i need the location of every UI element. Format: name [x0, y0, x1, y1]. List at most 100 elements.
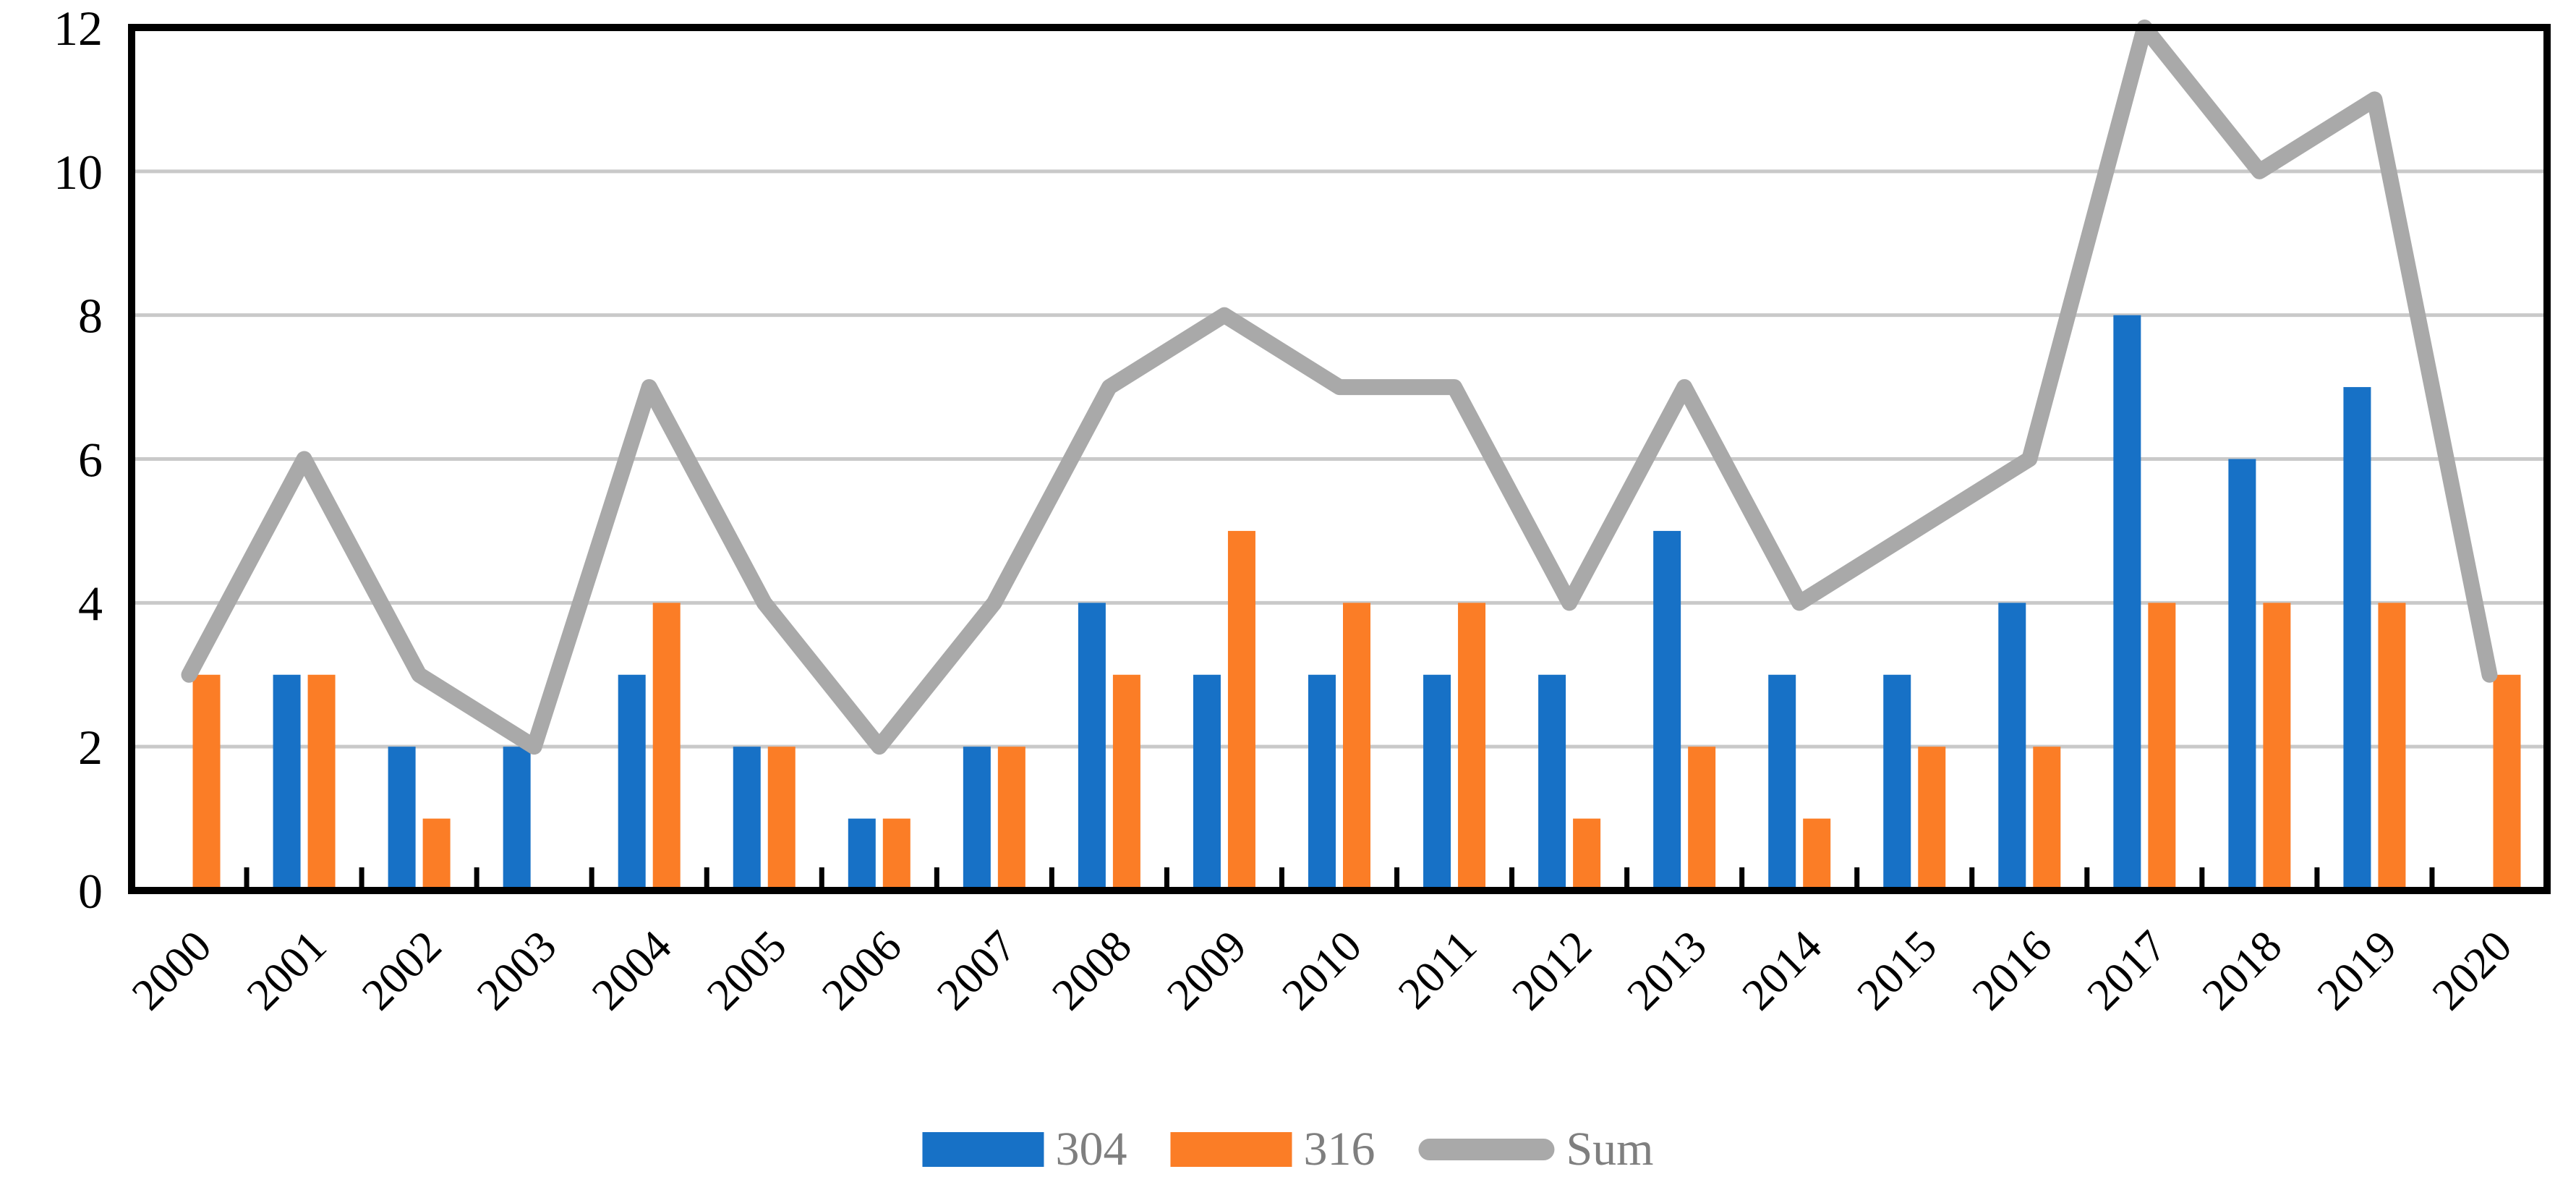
x-axis-tick-label-2010: 2010 [1273, 922, 1371, 1020]
category-tick-2007-2008 [1049, 867, 1054, 888]
category-tick-2004-2005 [704, 867, 709, 888]
bar-304-2018 [2228, 459, 2256, 891]
x-axis-tick-label-2013: 2013 [1618, 922, 1716, 1020]
bar-316-2016 [2033, 747, 2061, 891]
bar-304-2017 [2113, 315, 2141, 891]
bar-316-2010 [1343, 603, 1370, 891]
category-tick-2017-2018 [2199, 867, 2205, 888]
bar-304-2004 [618, 674, 646, 891]
bar-316-2013 [1688, 747, 1716, 891]
bar-316-2011 [1458, 603, 1486, 891]
category-tick-2006-2007 [934, 867, 939, 888]
bar-304-2010 [1308, 674, 1336, 891]
x-axis-tick-label-2020: 2020 [2423, 922, 2522, 1020]
bar-316-2020 [2493, 674, 2521, 891]
bar-304-2013 [1653, 530, 1681, 891]
bar-304-2003 [503, 747, 531, 891]
x-axis-tick-label-2014: 2014 [1733, 922, 1831, 1020]
legend-item-304: 304 [922, 1126, 1127, 1173]
y-axis-tick-label-12: 12 [54, 1, 103, 56]
y-axis-tick-label-8: 8 [78, 289, 103, 344]
bar-304-2015 [1883, 674, 1911, 891]
legend-item-sum: Sum [1418, 1123, 1654, 1176]
category-tick-2001-2002 [359, 867, 364, 888]
category-tick-2012-2013 [1624, 867, 1630, 888]
bar-316-2015 [1918, 747, 1946, 891]
x-axis-tick-label-2017: 2017 [2078, 922, 2176, 1020]
bar-316-2005 [767, 747, 796, 891]
category-tick-2015-2016 [1969, 867, 1975, 888]
plot-border [128, 24, 2551, 894]
bar-316-2012 [1573, 818, 1601, 891]
bar-316-2001 [307, 674, 336, 891]
y-axis-tick-label-0: 0 [78, 864, 103, 919]
x-axis-tick-label-2009: 2009 [1158, 922, 1256, 1020]
category-tick-2002-2003 [474, 867, 479, 888]
legend-label-304: 304 [1055, 1123, 1127, 1176]
bar-316-2004 [652, 603, 681, 891]
x-axis-tick-label-2005: 2005 [698, 922, 796, 1020]
category-tick-2010-2011 [1394, 867, 1400, 888]
bar-316-2019 [2378, 603, 2406, 891]
category-tick-2018-2019 [2314, 867, 2320, 888]
category-tick-2009-2010 [1279, 867, 1284, 888]
bar-304-2005 [733, 747, 761, 891]
bar-316-2018 [2263, 603, 2291, 891]
sum-line [181, 20, 2498, 755]
bar-316-2017 [2148, 603, 2176, 891]
bar-304-2008 [1078, 603, 1106, 891]
x-axis-tick-label-2011: 2011 [1389, 922, 1486, 1019]
category-tick-2005-2006 [819, 867, 824, 888]
category-tick-2019-2020 [2429, 867, 2435, 888]
category-tick-2003-2004 [589, 867, 594, 888]
bar-304-2006 [848, 818, 876, 891]
bar-316-2007 [997, 747, 1025, 891]
x-axis-tick-label-2003: 2003 [468, 922, 566, 1020]
bar-304-2014 [1768, 674, 1796, 891]
bar-316-2008 [1112, 674, 1140, 891]
bar-316-2009 [1227, 530, 1255, 891]
chart-legend: 304 316 Sum [922, 1123, 1654, 1176]
x-axis-tick-label-2019: 2019 [2308, 922, 2407, 1020]
legend-label-316: 316 [1303, 1123, 1376, 1176]
bar-316-2014 [1803, 818, 1831, 891]
category-tick-2013-2014 [1739, 867, 1745, 888]
legend-swatch-sum-line [1418, 1139, 1555, 1160]
x-axis-tick-label-2006: 2006 [813, 922, 911, 1020]
bar-316-2002 [422, 818, 451, 891]
x-axis-tick-label-2000: 2000 [123, 922, 221, 1020]
bar-316-2000 [192, 674, 221, 891]
x-axis-tick-label-2018: 2018 [2193, 922, 2292, 1020]
bar-304-2009 [1193, 674, 1221, 891]
bar-304-2016 [1998, 603, 2026, 891]
category-tick-2008-2009 [1164, 867, 1169, 888]
bar-304-2007 [963, 747, 991, 891]
bar-316-2006 [882, 818, 910, 891]
x-axis-tick-label-2008: 2008 [1043, 922, 1141, 1020]
x-axis-tick-label-2001: 2001 [238, 922, 336, 1020]
x-axis-tick-label-2016: 2016 [1963, 922, 2061, 1020]
legend-item-316: 316 [1170, 1126, 1375, 1173]
category-tick-2016-2017 [2084, 867, 2090, 888]
category-tick-2011-2012 [1509, 867, 1515, 888]
bar-304-2011 [1423, 674, 1451, 891]
bar-304-2002 [388, 747, 416, 891]
bar-304-2019 [2343, 387, 2371, 891]
legend-label-sum: Sum [1566, 1123, 1654, 1176]
bar-304-2012 [1538, 674, 1566, 891]
x-axis-tick-label-2015: 2015 [1848, 922, 1946, 1020]
x-axis-tick-label-2002: 2002 [353, 922, 451, 1020]
category-tick-2000-2001 [244, 867, 250, 888]
y-axis-tick-label-6: 6 [78, 433, 103, 488]
x-axis-tick-label-2007: 2007 [928, 922, 1026, 1020]
x-axis-tick-label-2004: 2004 [583, 922, 681, 1020]
legend-swatch-304 [922, 1132, 1044, 1167]
bar-304-2001 [273, 674, 301, 891]
y-axis-tick-label-4: 4 [78, 576, 103, 631]
category-tick-2014-2015 [1854, 867, 1860, 888]
y-axis-tick-label-2: 2 [78, 720, 103, 775]
x-axis-tick-label-2012: 2012 [1503, 922, 1601, 1020]
y-axis-tick-label-10: 10 [54, 145, 103, 200]
